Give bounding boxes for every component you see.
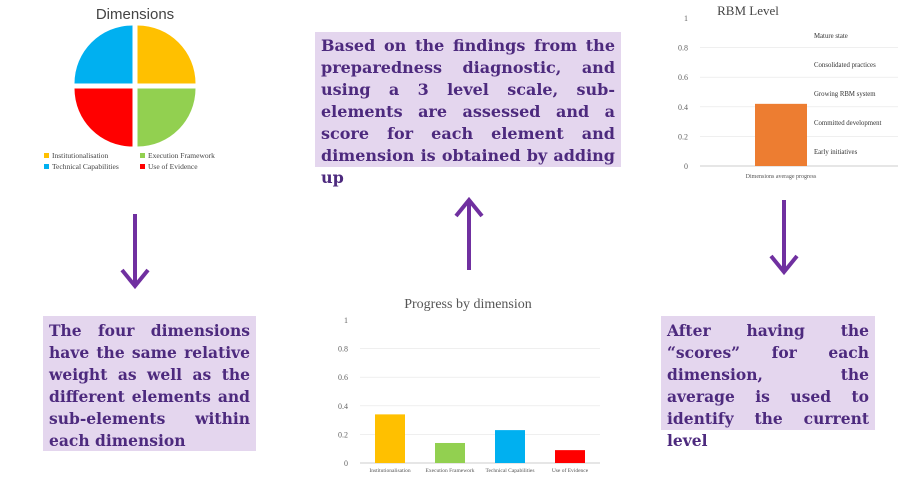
pie-title: Dimensions bbox=[96, 6, 174, 23]
level-label: Early initiatives bbox=[814, 149, 858, 156]
level-label: Growing RBM system bbox=[814, 91, 876, 98]
legend-swatch bbox=[44, 164, 49, 169]
bottom-right-text-box: After having the “scores” for each dimen… bbox=[661, 316, 875, 450]
rbm-bar bbox=[755, 103, 807, 166]
y-tick-label: 0.6 bbox=[678, 73, 688, 82]
progress-title: Progress by dimension bbox=[404, 297, 532, 312]
x-tick-label: Execution Framework bbox=[425, 468, 474, 474]
bottom-left-text-box: The four dimensions have the same relati… bbox=[43, 316, 256, 451]
y-tick-label: 0.2 bbox=[678, 132, 688, 141]
level-label: Committed development bbox=[814, 120, 882, 127]
legend-swatch bbox=[44, 153, 49, 158]
down-arrow-left-icon bbox=[120, 214, 150, 290]
y-tick-label: 0.8 bbox=[338, 345, 348, 354]
legend-swatch bbox=[140, 164, 145, 169]
y-tick-label: 1 bbox=[344, 316, 348, 325]
pie-slice-institutionalisation bbox=[137, 25, 196, 84]
y-tick-label: 0.8 bbox=[678, 44, 688, 53]
pie-slice-technical-capabilities bbox=[74, 25, 133, 84]
up-arrow-center-icon bbox=[454, 196, 484, 270]
pie-slice-execution-framework bbox=[137, 88, 196, 147]
rbm-level-chart: RBM Level 1 0.8 0.6 0.4 0.2 0 Mature state Con… bbox=[678, 3, 898, 180]
legend-label: Technical Capabilities bbox=[52, 162, 119, 171]
bottom-right-text: After having the “scores” for each dimen… bbox=[667, 321, 869, 450]
progress-bar bbox=[375, 414, 405, 463]
x-tick-label: Technical Capabilities bbox=[486, 468, 535, 474]
x-tick-label: Use of Evidence bbox=[552, 467, 589, 474]
rbm-title: RBM Level bbox=[717, 3, 779, 18]
legend-label: Use of Evidence bbox=[148, 162, 198, 171]
y-tick-label: 0.6 bbox=[338, 373, 348, 382]
y-tick-label: 0 bbox=[344, 459, 348, 468]
level-label: Mature state bbox=[814, 33, 848, 40]
progress-bar bbox=[495, 430, 525, 463]
legend-label: Institutionalisation bbox=[52, 151, 108, 160]
y-tick-label: 0.4 bbox=[678, 103, 688, 112]
top-center-text-box: Based on the findings from the preparedn… bbox=[315, 32, 621, 187]
x-tick-label: Institutionalisation bbox=[369, 468, 410, 474]
y-tick-label: 0 bbox=[684, 162, 688, 171]
y-tick-label: 0.4 bbox=[338, 402, 348, 411]
pie-slice-use-of-evidence bbox=[74, 88, 133, 147]
legend-label: Execution Framework bbox=[148, 151, 215, 160]
legend-swatch bbox=[140, 153, 145, 158]
down-arrow-right-icon bbox=[769, 200, 799, 276]
y-tick-label: 0.2 bbox=[338, 430, 348, 439]
level-label: Consolidated practices bbox=[814, 62, 876, 69]
top-center-text: Based on the findings from the preparedn… bbox=[321, 36, 615, 187]
y-tick-label: 1 bbox=[684, 14, 688, 23]
bottom-left-text: The four dimensions have the same relati… bbox=[49, 321, 250, 450]
dimensions-pie-chart: Dimensions Institutionalisation Execution… bbox=[44, 6, 215, 171]
progress-bar bbox=[435, 442, 465, 463]
progress-by-dimension-chart: Progress by dimension 1 0.8 0.6 0.4 0.2 0 Ins… bbox=[338, 297, 600, 474]
rbm-bar-label: Dimensions average progress bbox=[746, 174, 817, 180]
progress-bar bbox=[555, 450, 585, 463]
